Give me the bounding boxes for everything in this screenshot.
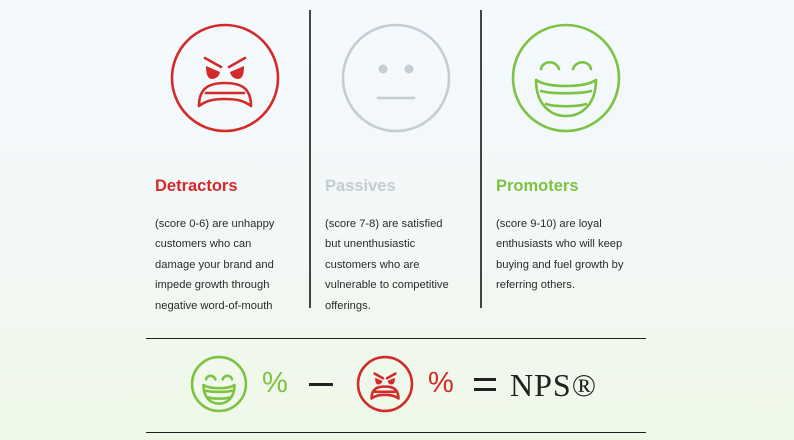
description-line: (score 0-6) are unhappy (155, 218, 275, 230)
passives-column: Passives (score 7-8) are satisfied but u… (325, 0, 475, 312)
description-line: offerings. (325, 299, 371, 312)
nps-result-label: NPS® (510, 367, 598, 403)
description-line: vulnerable to competitive (325, 279, 449, 292)
formula-bottom-rule (146, 432, 646, 433)
angry-face-icon (170, 23, 280, 133)
description-line: buying and fuel growth by (496, 258, 624, 271)
detractors-title: Detractors (155, 177, 238, 195)
detractors-description: (score 0-6) are unhappy customers who ca… (155, 214, 274, 316)
equals-bar-bottom (474, 388, 496, 391)
detractor-percent: % (428, 367, 454, 399)
description-line: impede growth through (155, 279, 270, 292)
neutral-face-icon (341, 23, 451, 133)
detractors-column: Detractors (score 0-6) are unhappy custo… (155, 0, 305, 312)
angry-face-icon (356, 355, 414, 413)
description-line: customers who can (155, 238, 252, 251)
laughing-face-icon (511, 23, 621, 133)
passives-title: Passives (325, 177, 396, 195)
passives-description: (score 7-8) are satisfied but unenthusia… (325, 214, 449, 316)
laughing-face-icon (190, 355, 248, 413)
formula-top-rule (146, 338, 646, 339)
promoters-description: (score 9-10) are loyal enthusiasts who w… (496, 214, 624, 296)
description-line: (score 9-10) are loyal (496, 218, 602, 230)
description-line: enthusiasts who will keep (496, 238, 623, 251)
description-line: but unenthusiastic (325, 238, 416, 251)
minus-sign (309, 383, 333, 386)
promoters-column: Promoters (score 9-10) are loyal enthusi… (496, 0, 646, 310)
description-line: damage your brand and (155, 258, 274, 271)
column-divider (480, 10, 482, 308)
description-line: negative word-of-mouth (155, 299, 273, 312)
equals-bar-top (474, 378, 496, 381)
column-divider (309, 10, 311, 308)
description-line: customers who are (325, 258, 420, 271)
promoters-title: Promoters (496, 177, 579, 195)
promoter-percent: % (262, 367, 288, 399)
description-line: referring others. (496, 279, 575, 292)
description-line: (score 7-8) are satisfied (325, 218, 443, 230)
